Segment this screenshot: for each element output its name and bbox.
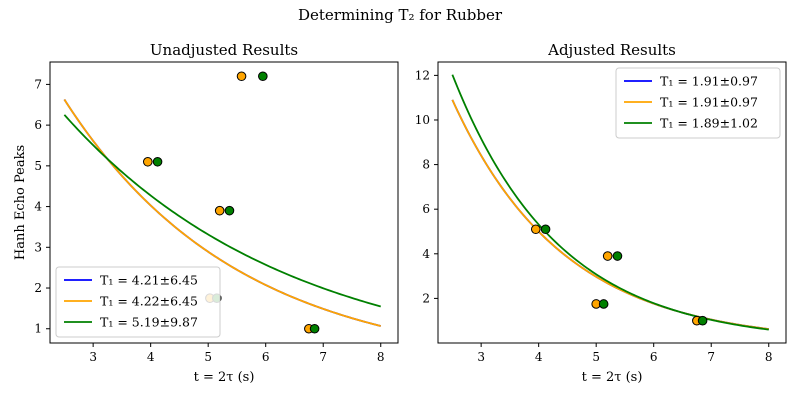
axes-title: Adjusted Results	[547, 41, 676, 59]
y-tick-label: 2	[34, 281, 42, 295]
y-tick-label: 6	[422, 202, 430, 216]
data-point	[540, 224, 551, 235]
x-tick-label: 5	[592, 350, 600, 364]
y-tick-label: 7	[34, 77, 42, 91]
legend-entry-label: T₁ = 1.91±0.97	[660, 74, 758, 89]
x-tick-label: 4	[535, 350, 543, 364]
axes-adjusted: Adjusted Results 3 4 5 6 7 8 2 4 6 8 10 12 t = 2τ (s)…	[415, 41, 787, 385]
x-tick-label: 8	[765, 350, 773, 364]
y-tick-label: 5	[34, 159, 42, 173]
y-tick-label: 4	[422, 247, 430, 261]
y-axis-label: Hanh Echo Peaks	[13, 145, 28, 260]
x-tick-label: 3	[477, 350, 485, 364]
y-tick-label: 3	[34, 240, 42, 254]
x-tick-label: 6	[262, 350, 270, 364]
legend-entry-label: T₁ = 4.21±6.45	[100, 273, 198, 288]
fit-curve-line	[451, 74, 769, 331]
data-point	[598, 299, 609, 309]
data-point	[152, 156, 163, 167]
x-tick-label: 6	[650, 350, 658, 364]
x-tick-label: 8	[377, 350, 385, 364]
x-axis-label: t = 2τ (s)	[194, 370, 255, 385]
data-point	[214, 205, 225, 216]
y-tick-label: 2	[422, 291, 430, 305]
data-point	[602, 251, 613, 261]
x-tick-label: 7	[707, 350, 715, 364]
data-point	[530, 224, 541, 235]
legend-entry-label: T₁ = 1.91±0.97	[660, 95, 758, 110]
legend-entry-label: T₁ = 1.89±1.02	[660, 116, 758, 131]
legend-box	[615, 67, 781, 139]
data-point	[697, 315, 708, 326]
axes-title: Unadjusted Results	[150, 41, 298, 59]
data-point	[612, 251, 623, 261]
x-tick-label: 4	[147, 350, 155, 364]
legend-entry-label: T₁ = 5.19±9.87	[100, 315, 198, 330]
y-tick-label: 8	[422, 158, 430, 172]
x-axis-label: t = 2τ (s)	[582, 370, 643, 385]
data-point	[309, 323, 320, 334]
x-tick-label: 7	[319, 350, 327, 364]
x-tick-label: 3	[89, 350, 97, 364]
fit-curve-line	[63, 114, 381, 308]
data-point	[142, 156, 153, 167]
data-point	[258, 71, 268, 82]
y-tick-label: 4	[34, 200, 42, 214]
fit-curve-line	[63, 99, 381, 327]
y-tick-label: 1	[34, 322, 42, 336]
legend-entry-label: T₁ = 4.22±6.45	[100, 294, 198, 309]
data-point	[236, 71, 247, 82]
y-tick-label: 6	[34, 118, 42, 132]
axes-unadjusted: Unadjusted Results 3 4 5 6 7 8 1 2 3 4 5 6 7 t = 2τ (s…	[13, 41, 399, 385]
data-point	[224, 205, 235, 216]
x-tick-label: 5	[204, 350, 212, 364]
y-tick-label: 10	[415, 113, 430, 127]
figure-suptitle: Determining T₂ for Rubber	[298, 6, 503, 24]
legend-box	[55, 266, 221, 338]
y-tick-label: 12	[415, 68, 430, 82]
